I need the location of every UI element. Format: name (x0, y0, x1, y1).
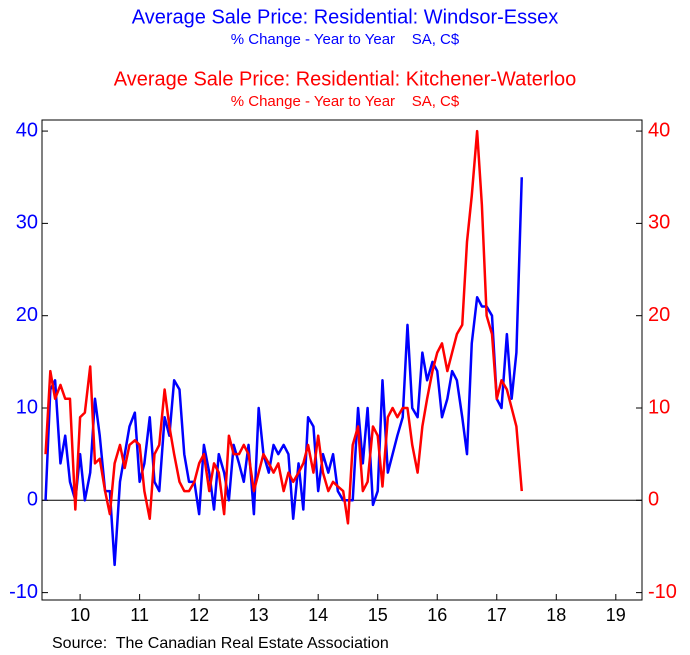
x-tick-label: 15 (368, 605, 388, 625)
y-tick-label: 20 (16, 304, 38, 326)
y-tick-label: 10 (16, 396, 38, 418)
x-tick-label: 14 (308, 605, 328, 625)
x-tick-label: 16 (427, 605, 447, 625)
subtitle-2: % Change - Year to Year SA, C$ (231, 93, 460, 110)
x-tick-label: 18 (546, 605, 566, 625)
y2-tick-label: 40 (648, 119, 670, 141)
subtitle-1: % Change - Year to Year SA, C$ (231, 31, 460, 48)
x-tick-label: 19 (606, 605, 626, 625)
y-tick-label: 0 (27, 489, 38, 511)
y-tick-label: 30 (16, 212, 38, 234)
y2-tick-label: 10 (648, 396, 670, 418)
y2-tick-label: 0 (648, 489, 659, 511)
y-tick-label: -10 (9, 581, 38, 603)
x-tick-label: 11 (130, 605, 149, 625)
y2-tick-label: 30 (648, 212, 670, 234)
y-tick-label: 40 (16, 119, 38, 141)
x-tick-label: 13 (249, 605, 269, 625)
source: Source: The Canadian Real Estate Associa… (52, 635, 389, 652)
series-line (44, 177, 524, 567)
x-tick-label: 12 (189, 605, 209, 625)
title-1: Average Sale Price: Residential: Windsor… (132, 6, 558, 28)
x-tick-label: 17 (487, 605, 507, 625)
plot-frame (41, 119, 643, 601)
x-tick-label: 10 (70, 605, 90, 625)
series-line (44, 129, 524, 525)
y2-tick-label: -10 (648, 581, 677, 603)
title-2: Average Sale Price: Residential: Kitchen… (114, 68, 576, 90)
y2-tick-label: 20 (648, 304, 670, 326)
